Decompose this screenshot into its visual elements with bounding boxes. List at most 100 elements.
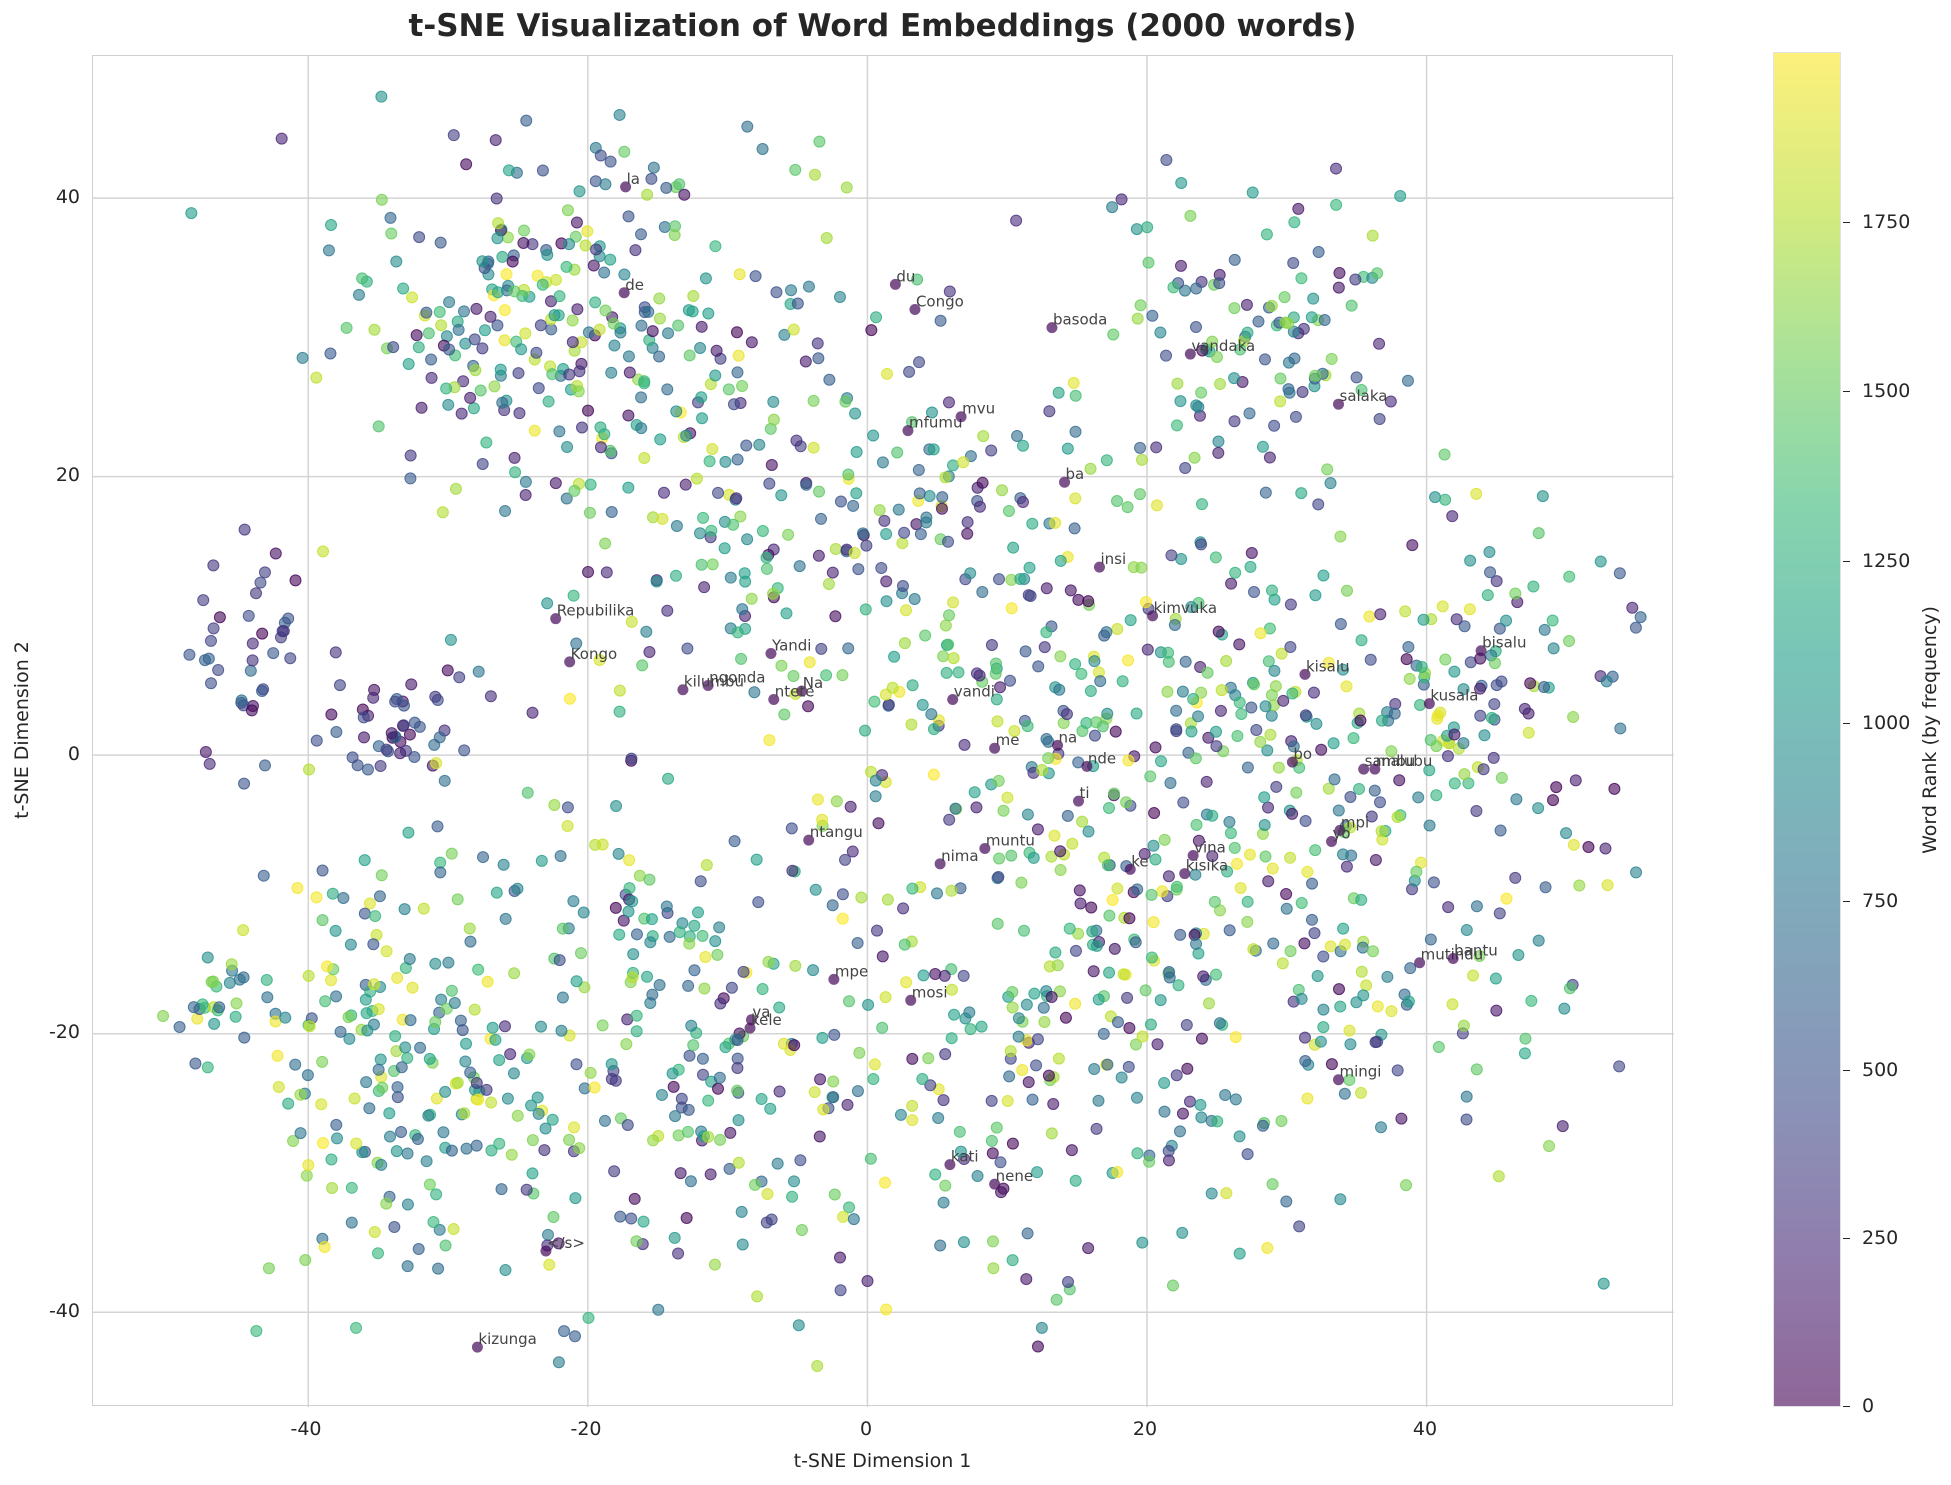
annotated-point — [1093, 561, 1105, 573]
annotated-point — [471, 1341, 483, 1353]
chart-title: t-SNE Visualization of Word Embeddings (… — [408, 8, 1357, 44]
annotated-point — [1147, 610, 1159, 622]
annotated-point — [768, 693, 780, 705]
annotated-point — [1184, 348, 1196, 360]
annotated-point — [828, 973, 840, 985]
annotated-point — [947, 693, 959, 705]
annotated-point — [1333, 398, 1345, 410]
annotated-point — [745, 1014, 757, 1026]
word-label: malubu — [1376, 752, 1433, 770]
annotated-point — [1475, 645, 1487, 657]
colorbar-tick-label: 500 — [1843, 1059, 1898, 1081]
annotated-point — [677, 684, 689, 696]
y-tick-label: 20 — [55, 464, 80, 486]
scatter-points — [157, 90, 1647, 1373]
y-axis-label: t-SNE Dimension 2 — [11, 641, 33, 819]
annotated-point — [905, 994, 917, 1006]
y-tick-label: -40 — [48, 1300, 80, 1322]
word-label: kizunga — [478, 1330, 536, 1348]
word-label: Repubilika — [557, 602, 635, 620]
word-label: ti — [1080, 784, 1090, 802]
word-label: du — [896, 267, 915, 285]
word-label: yo — [1333, 825, 1351, 843]
annotated-point — [1358, 763, 1370, 775]
annotated-point — [1447, 953, 1459, 965]
annotated-point — [1187, 849, 1199, 861]
annotated-point — [934, 858, 946, 870]
annotated-point — [955, 411, 967, 423]
annotated-point — [944, 1159, 956, 1171]
annotated-point — [902, 425, 914, 437]
annotated-point — [1326, 836, 1338, 848]
word-label: kele — [751, 1011, 782, 1029]
annotated-point — [979, 842, 991, 854]
word-label: kilumbu — [684, 673, 744, 691]
colorbar-label: Word Rank (by frequency) — [1919, 606, 1941, 854]
annotated-point — [564, 656, 576, 668]
annotated-point — [1334, 824, 1346, 836]
plot-area: la de du Congo basoda vandaka salaka mfumu mvu ba… — [92, 55, 1674, 1407]
annotated-point — [796, 685, 808, 697]
annotated-point — [1179, 868, 1191, 880]
word-label: la — [627, 170, 640, 188]
annotated-point — [1369, 763, 1381, 775]
annotated-point — [1333, 1074, 1345, 1086]
word-label: kusala — [1430, 687, 1478, 705]
word-label: kisalu — [1306, 657, 1350, 675]
word-label: kisika — [1186, 857, 1228, 875]
word-label: basoda — [1053, 311, 1107, 329]
word-label: bantu — [1454, 942, 1498, 960]
word-label: insi — [1100, 550, 1126, 568]
word-label: bo — [1293, 745, 1312, 763]
word-label: Congo — [916, 292, 964, 310]
annotated-point — [618, 287, 630, 299]
annotated-point — [765, 648, 777, 660]
word-label: me — [996, 731, 1020, 749]
word-label: kati — [951, 1148, 979, 1166]
word-label: mpi — [1341, 813, 1369, 831]
word-label: mfumu — [909, 414, 963, 432]
annotated-point — [1124, 863, 1136, 875]
word-label: de — [625, 276, 644, 294]
y-tick-label: 40 — [55, 186, 80, 208]
annotated-point — [744, 1022, 756, 1034]
annotated-point — [1299, 668, 1311, 680]
word-label: va — [752, 1003, 770, 1021]
annotated-point — [1081, 760, 1093, 772]
word-label: mpe — [835, 962, 868, 980]
annotated-point — [1073, 795, 1085, 807]
word-label: vandaka — [1191, 337, 1255, 355]
colorbar-tick-label: 1000 — [1843, 712, 1910, 734]
word-label: ke — [1131, 852, 1148, 870]
annotated-point — [803, 834, 815, 846]
x-tick-label: -20 — [570, 1418, 602, 1440]
colorbar-tick-label: 1250 — [1843, 550, 1910, 572]
annotated-point — [1059, 476, 1071, 488]
annotated-point — [550, 613, 562, 625]
x-tick-label: 40 — [1412, 1418, 1438, 1440]
word-label: muntu — [986, 831, 1035, 849]
word-label: </s> — [547, 1234, 585, 1252]
annotated-point — [989, 742, 1001, 754]
x-tick-label: 0 — [859, 1418, 873, 1440]
annotated-point — [909, 303, 921, 315]
word-label: ntete — [775, 682, 815, 700]
y-tick-label: 0 — [67, 743, 80, 765]
word-label: na — [1059, 728, 1078, 746]
word-label: nde — [1088, 749, 1116, 767]
annotated-point — [702, 680, 714, 692]
colorbar-tick-label: 0 — [1843, 1395, 1874, 1417]
colorbar-tick-label: 1500 — [1843, 380, 1910, 402]
annotated-point — [1046, 322, 1058, 334]
annotated-point — [1423, 698, 1435, 710]
word-label: Na — [803, 674, 823, 692]
colorbar-tick-label: 1750 — [1843, 211, 1910, 233]
x-tick-label: 20 — [1132, 1418, 1158, 1440]
colorbar — [1773, 52, 1841, 1407]
word-label: nima — [941, 847, 978, 865]
word-label: mosi — [912, 983, 948, 1001]
annotated-point — [989, 1178, 1001, 1190]
colorbar-tick-label: 250 — [1843, 1227, 1898, 1249]
x-tick-label: -40 — [290, 1418, 322, 1440]
